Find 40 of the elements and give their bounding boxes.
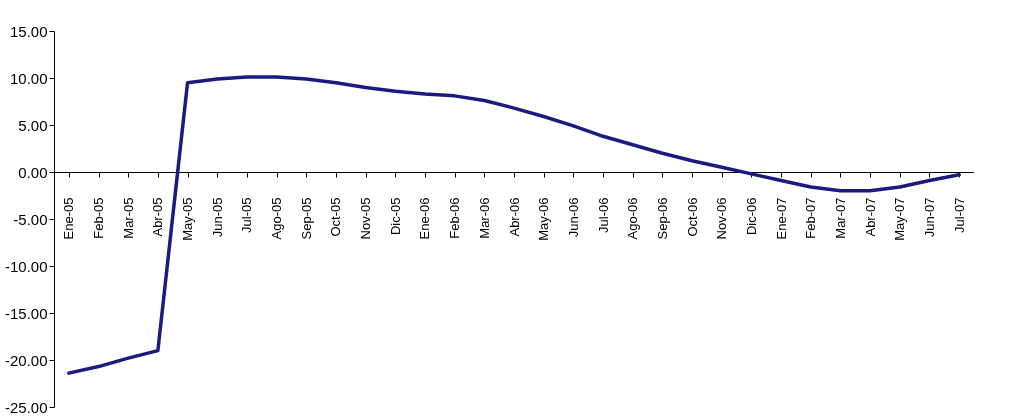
x-tick-label: Ene-07 — [773, 197, 789, 240]
x-tick-label: May-06 — [536, 197, 552, 241]
x-tick-label: Oct-05 — [328, 197, 344, 237]
x-tick-label: Feb-06 — [447, 197, 463, 239]
x-tick-label: Dic-06 — [743, 197, 759, 236]
x-tick-label: Jul-07 — [951, 197, 967, 233]
x-tick-label: Jun-07 — [921, 197, 937, 238]
x-tick-label: Sep-06 — [654, 197, 670, 240]
x-tick-label: May-05 — [180, 197, 196, 241]
x-tick-label: Oct-06 — [684, 197, 700, 237]
x-tick-label: Ene-05 — [61, 197, 77, 240]
y-tick-label: 10.00 — [9, 69, 48, 87]
x-tick-label: Ene-06 — [417, 197, 433, 240]
x-tick-label: Abr-05 — [150, 197, 166, 237]
y-tick-label: -25.00 — [4, 398, 48, 416]
x-tick-label: Sep-05 — [298, 197, 314, 240]
x-tick-label: Nov-06 — [714, 197, 730, 240]
y-tick-label: -10.00 — [4, 257, 48, 275]
x-tick-label: Jul-06 — [595, 197, 611, 233]
x-tick-label: Jul-05 — [239, 197, 255, 233]
x-tick-label: Ago-06 — [625, 197, 641, 240]
y-tick-label: 5.00 — [18, 116, 48, 134]
x-tick-label: Mar-05 — [120, 197, 136, 239]
x-tick-label: May-07 — [892, 197, 908, 241]
x-tick-label: Abr-07 — [862, 197, 878, 237]
x-tick-label: Nov-05 — [358, 197, 374, 240]
x-tick-label: Jun-06 — [565, 197, 581, 238]
y-tick-label: -5.00 — [13, 210, 48, 228]
y-tick-label: -20.00 — [4, 351, 48, 369]
x-tick-label: Ago-05 — [269, 197, 285, 240]
y-tick-label: 15.00 — [9, 22, 48, 40]
x-tick-label: Mar-06 — [476, 197, 492, 239]
x-tick-label: Abr-06 — [506, 197, 522, 237]
x-tick-label: Dic-05 — [387, 197, 403, 236]
x-tick-label: Feb-07 — [803, 197, 819, 239]
x-tick-label: Jun-05 — [209, 197, 225, 238]
x-tick-label: Feb-05 — [91, 197, 107, 239]
y-tick-label: 0.00 — [18, 163, 48, 181]
x-tick-label: Mar-07 — [832, 197, 848, 239]
y-tick-label: -15.00 — [4, 304, 48, 322]
